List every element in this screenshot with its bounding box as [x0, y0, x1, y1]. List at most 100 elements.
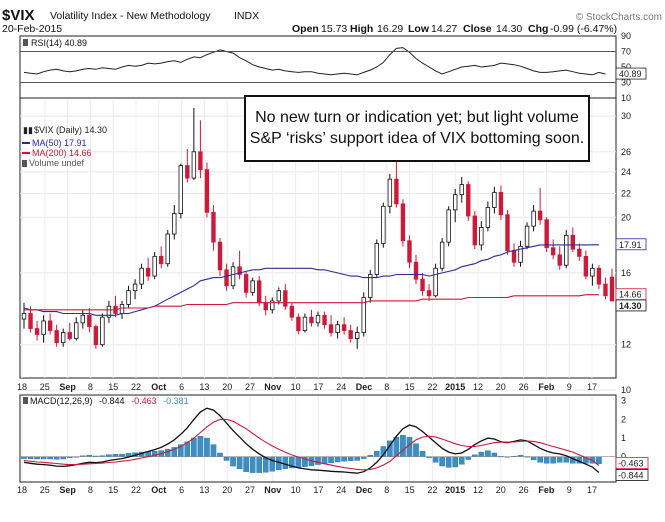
- candle-body: [230, 266, 236, 287]
- price-value-tag: [615, 238, 647, 251]
- price-value-tag: [615, 299, 647, 312]
- price-tick-label: 26: [621, 147, 631, 157]
- legend-ma50: MA(50) 17.91: [32, 138, 87, 148]
- candle-body: [224, 269, 229, 287]
- candle-body: [609, 276, 615, 302]
- macd-hist-bar: [230, 456, 236, 467]
- macd-legend-swatch: [23, 397, 28, 404]
- candle-body: [524, 225, 530, 247]
- price-tick-label: 20: [621, 212, 631, 222]
- ohlc-open-label: Open: [292, 23, 319, 35]
- candle-body: [459, 184, 464, 196]
- macd-hist-bar: [106, 454, 112, 457]
- candle-body: [80, 314, 85, 324]
- macd-hist-bar: [465, 456, 472, 460]
- macd-legend-macd: -0.844: [99, 396, 125, 406]
- x-tick-label: Sep: [59, 382, 76, 392]
- macd-hist-bar: [537, 456, 543, 463]
- legend-vix: $VIX (Daily) 14.30: [34, 125, 107, 135]
- rsi-tick-label: 70: [621, 47, 631, 57]
- candle-body: [426, 290, 432, 297]
- candle-body: [289, 305, 295, 318]
- candle-body: [106, 305, 112, 318]
- candle-body: [283, 290, 288, 307]
- candle-body: [328, 324, 334, 333]
- candle-body: [439, 241, 445, 269]
- macd-hist-bar: [419, 450, 426, 457]
- x-tick-label: 22: [131, 382, 141, 392]
- candle-body: [400, 203, 406, 242]
- x-tick-label: 20: [222, 382, 232, 392]
- candle-body: [296, 316, 301, 331]
- x-tick-label: Nov: [264, 382, 281, 392]
- candle-body: [394, 178, 399, 205]
- candle-body: [204, 169, 210, 213]
- candle-body: [531, 210, 536, 227]
- price-x-axis: 18 25 Sep 8 15 22 Oct 6 13 20 27 Nov 10 17 24 Dec 8 15 22 2…: [17, 382, 597, 392]
- candle-body: [315, 314, 321, 324]
- candle-body: [28, 313, 33, 329]
- candle-body: [603, 283, 608, 297]
- x-tick-label: 10: [291, 485, 301, 495]
- candle-body: [492, 191, 497, 208]
- candle-body: [407, 240, 412, 263]
- macd-value-tag: [615, 469, 649, 481]
- candle-body: [590, 267, 595, 277]
- x-tick-label: 26: [519, 382, 529, 392]
- candle-body: [100, 316, 105, 346]
- macd-hist-bar: [217, 452, 223, 457]
- macd-value-text: -0.463: [618, 458, 644, 468]
- exchange-label: INDX: [234, 10, 259, 22]
- macd-hist-bar: [406, 436, 413, 457]
- x-tick-label: 18: [17, 485, 27, 495]
- macd-value-text: -0.844: [618, 470, 644, 480]
- macd-tick-label: 1: [621, 433, 626, 443]
- candle-body: [34, 328, 40, 335]
- x-tick-label: 12: [473, 485, 483, 495]
- annotation-line-1: No new turn or indication yet; but light…: [255, 109, 579, 126]
- x-tick-label: 2015: [445, 382, 465, 392]
- price-tick-label: 24: [621, 167, 631, 177]
- candle-body: [564, 234, 569, 266]
- macd-hist-bar: [47, 456, 53, 460]
- rsi-tick-label: 50: [621, 62, 631, 72]
- x-tick-label: 24: [336, 382, 346, 392]
- x-tick-label: 27: [245, 382, 255, 392]
- candle-body: [67, 332, 72, 339]
- candle-body: [185, 165, 190, 179]
- candle-body: [485, 207, 491, 228]
- x-tick-label: 22: [427, 382, 437, 392]
- gridlines: [20, 100, 616, 481]
- candle-body: [243, 274, 249, 293]
- candle-body: [158, 255, 164, 265]
- x-tick-label: 17: [587, 485, 597, 495]
- candle-body: [596, 267, 602, 285]
- macd-hist-bar: [439, 456, 445, 467]
- macd-hist-bar: [119, 453, 125, 457]
- macd-legend: MACD(12,26,9) -0.844 -0.463 -0.381: [23, 396, 189, 406]
- candle-body: [237, 266, 242, 275]
- macd-tick-label: 3: [621, 396, 626, 406]
- x-tick-label: 20: [496, 382, 506, 392]
- candle-body: [518, 245, 523, 263]
- macd-hist-bar: [328, 456, 334, 464]
- x-tick-label: Oct: [151, 485, 166, 495]
- candle-body: [452, 194, 458, 211]
- macd-hist-bar: [197, 436, 204, 457]
- rsi-legend: RSI(14) 40.89: [23, 38, 87, 48]
- x-tick-label: 2015: [445, 485, 465, 495]
- candle-body: [302, 316, 308, 331]
- x-tick-label: 10: [291, 382, 301, 392]
- candle-body: [537, 210, 543, 221]
- macd-hist-bar: [249, 456, 256, 473]
- candle-body: [544, 219, 549, 249]
- candle-body: [498, 191, 504, 216]
- rsi-legend-label: RSI(14) 40.89: [31, 38, 87, 48]
- macd-hist-bar: [210, 444, 217, 457]
- x-tick-label: 15: [108, 382, 118, 392]
- x-tick-label: 6: [179, 382, 184, 392]
- macd-tick-label: 2: [621, 414, 626, 424]
- candle-body: [479, 227, 484, 246]
- candle-body: [511, 250, 517, 263]
